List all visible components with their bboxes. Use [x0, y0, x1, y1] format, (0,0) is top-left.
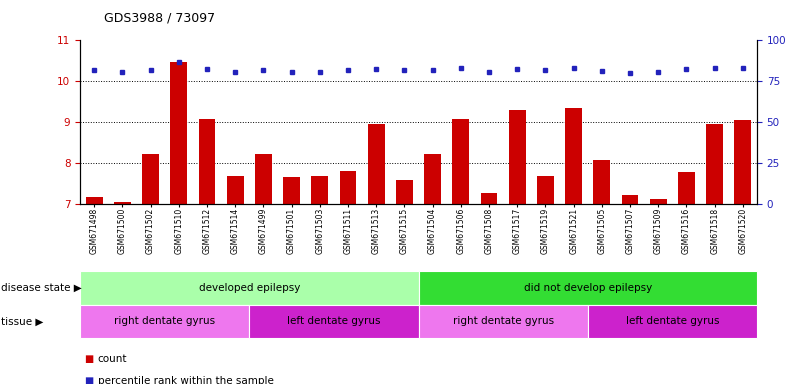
Bar — [425, 154, 441, 204]
Bar — [227, 176, 244, 204]
Text: right dentate gyrus: right dentate gyrus — [115, 316, 215, 326]
Text: right dentate gyrus: right dentate gyrus — [453, 316, 553, 326]
Bar — [142, 154, 159, 204]
Bar — [283, 177, 300, 204]
Text: did not develop epilepsy: did not develop epilepsy — [524, 283, 652, 293]
Text: ■: ■ — [84, 376, 94, 384]
Bar — [622, 195, 638, 204]
Text: left dentate gyrus: left dentate gyrus — [626, 316, 719, 326]
Bar — [509, 110, 525, 204]
Bar — [566, 108, 582, 204]
Text: GDS3988 / 73097: GDS3988 / 73097 — [104, 12, 215, 25]
Bar — [537, 176, 553, 204]
Bar — [735, 120, 751, 204]
Text: count: count — [98, 354, 127, 364]
Bar — [650, 199, 666, 204]
Bar — [453, 119, 469, 204]
Bar — [340, 171, 356, 204]
Bar — [86, 197, 103, 204]
Text: percentile rank within the sample: percentile rank within the sample — [98, 376, 274, 384]
Bar — [199, 119, 215, 204]
Bar — [481, 193, 497, 204]
Text: left dentate gyrus: left dentate gyrus — [288, 316, 380, 326]
Bar — [368, 124, 384, 204]
Bar — [114, 202, 131, 204]
Bar — [396, 180, 413, 204]
Text: developed epilepsy: developed epilepsy — [199, 283, 300, 293]
Bar — [678, 172, 695, 204]
Bar — [706, 124, 723, 204]
Text: tissue ▶: tissue ▶ — [1, 316, 43, 326]
Text: ■: ■ — [84, 354, 94, 364]
Text: disease state ▶: disease state ▶ — [1, 283, 82, 293]
Bar — [594, 160, 610, 204]
Bar — [171, 62, 187, 204]
Bar — [255, 154, 272, 204]
Bar — [312, 176, 328, 204]
